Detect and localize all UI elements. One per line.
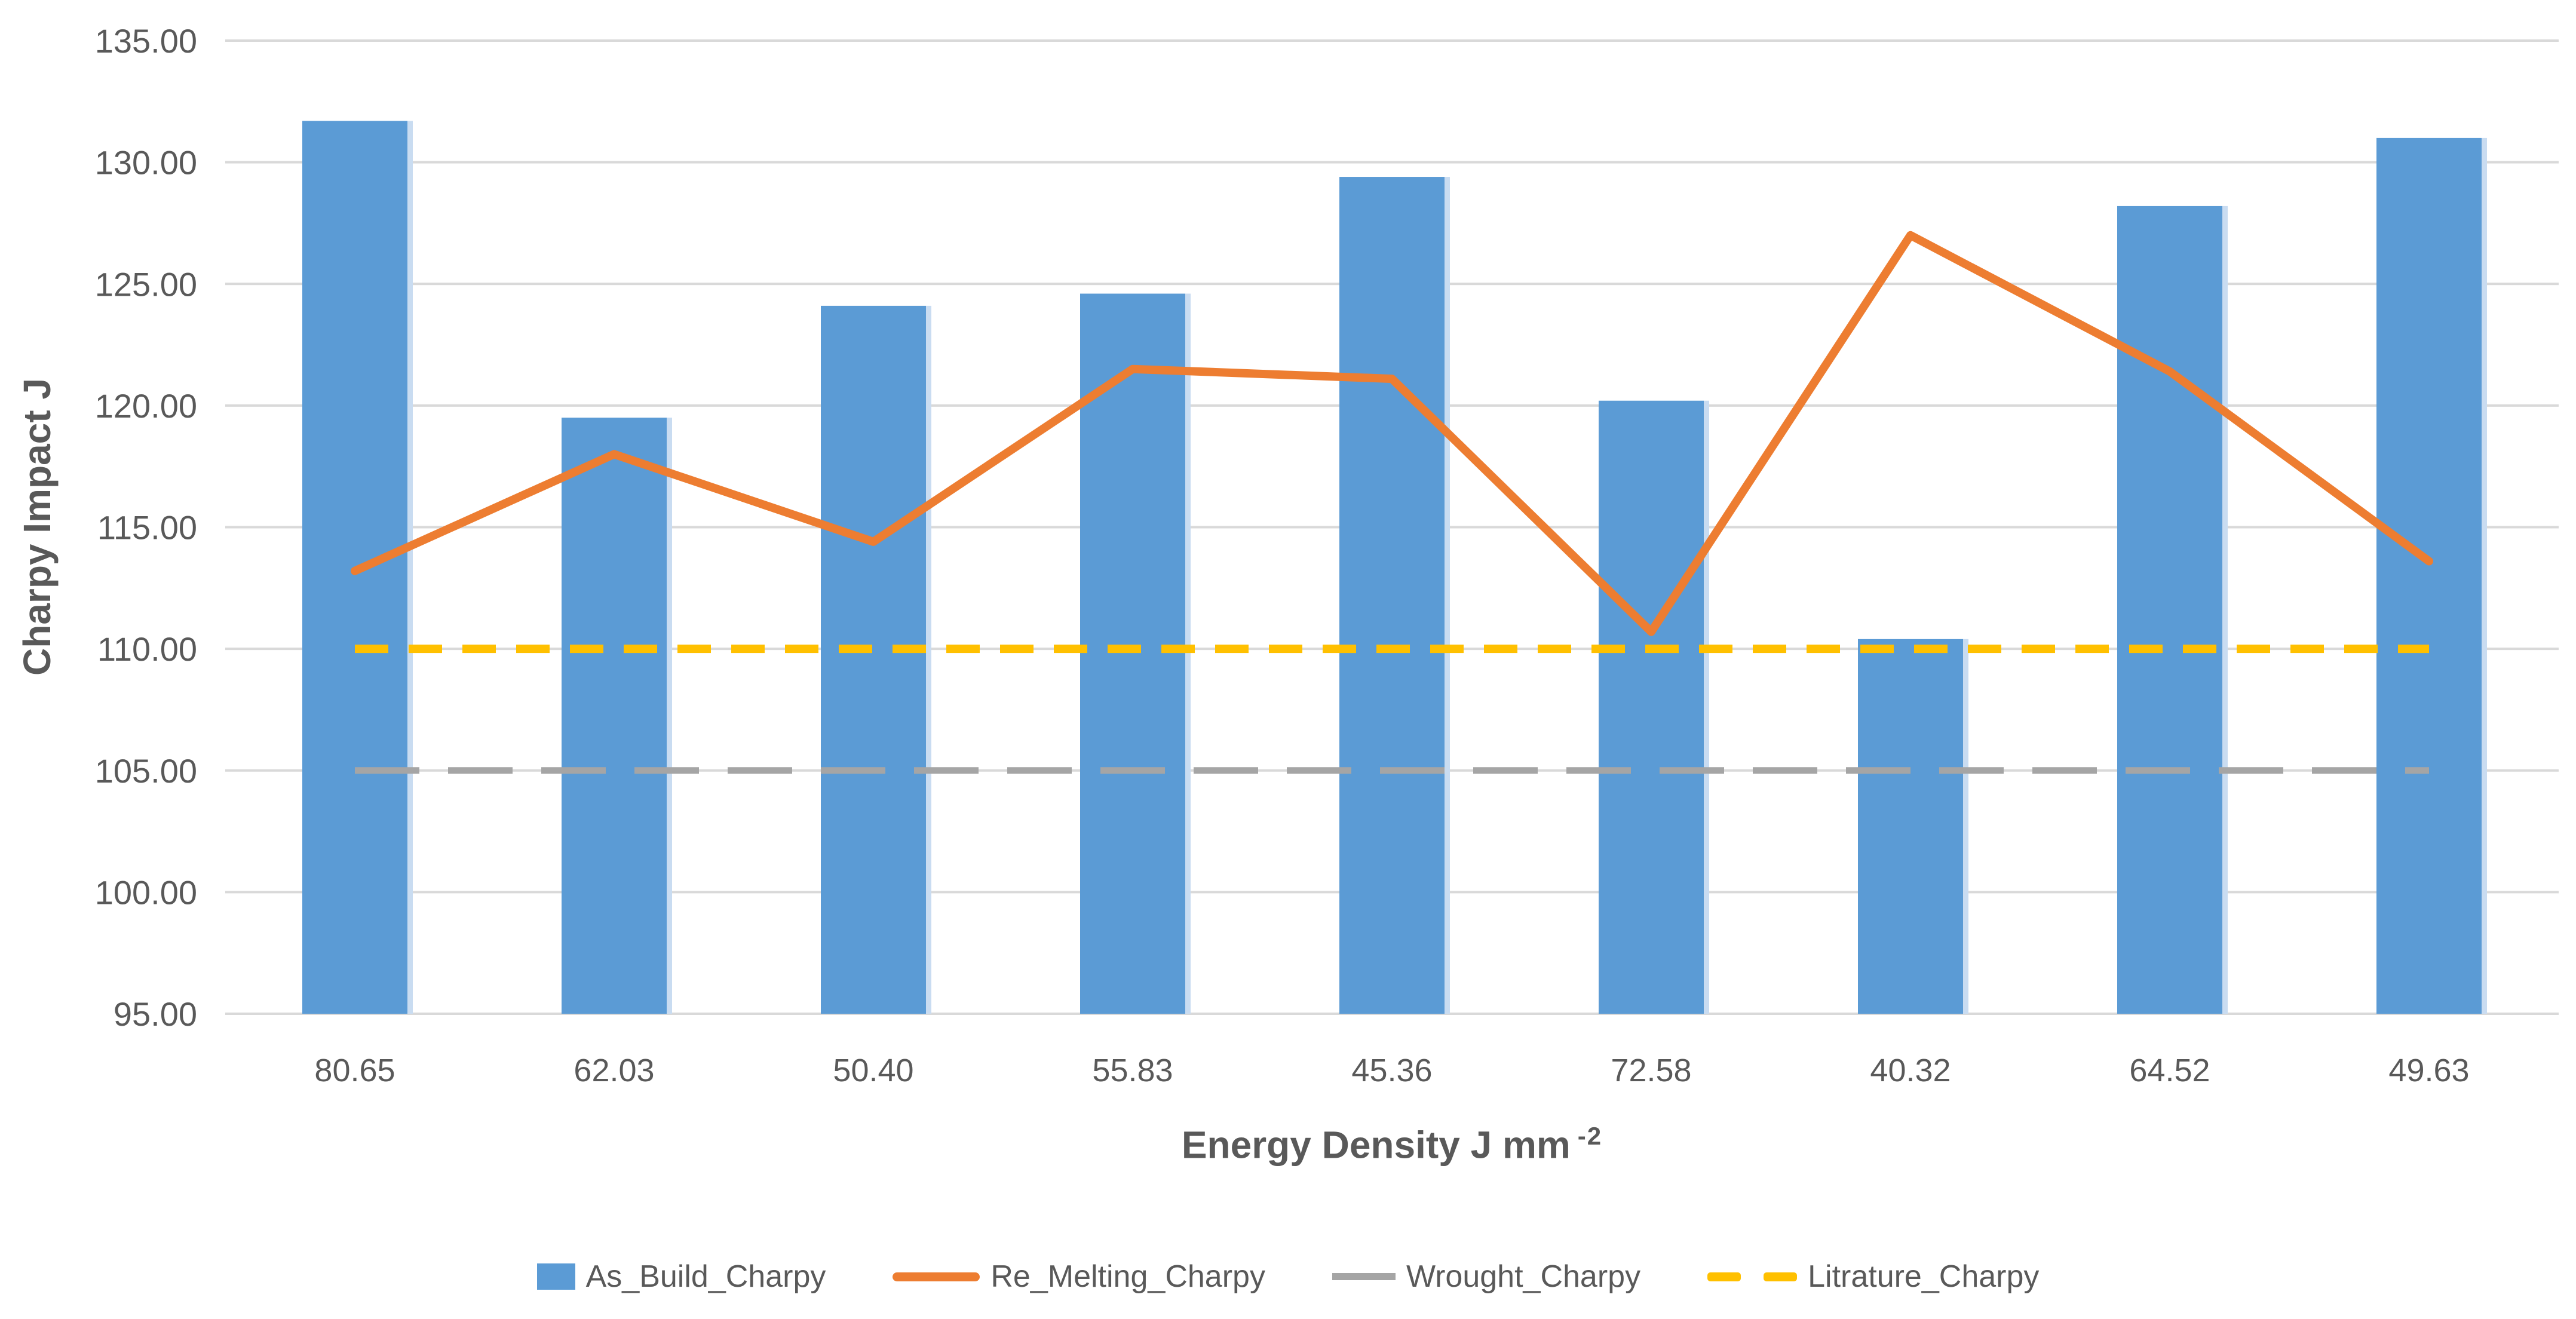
x-tick-label: 72.58 xyxy=(1611,1053,1691,1088)
bar-edge-highlight xyxy=(2482,137,2487,1014)
legend-item-wrought-charpy: Wrought_Charpy xyxy=(1332,1259,1640,1295)
legend-marker-solid-line-icon xyxy=(893,1272,980,1281)
line-series xyxy=(351,231,2433,636)
bar xyxy=(821,305,926,1014)
x-axis-title-text: Energy Density J mm xyxy=(1181,1123,1571,1167)
bar-edge-highlight xyxy=(1704,400,1709,1014)
y-tick-label: 130.00 xyxy=(95,144,197,182)
bar xyxy=(1080,293,1185,1014)
bar-edge-highlight xyxy=(1445,177,1450,1014)
legend-marker-long-dash-icon xyxy=(1332,1273,1396,1280)
y-tick-label: 95.00 xyxy=(114,995,197,1033)
x-tick-label: 49.63 xyxy=(2388,1053,2469,1088)
y-tick-label: 135.00 xyxy=(95,22,197,60)
legend-label-re-melting-charpy: Re_Melting_Charpy xyxy=(990,1259,1265,1294)
y-tick-label: 120.00 xyxy=(95,387,197,425)
y-tick-label: 110.00 xyxy=(97,630,197,668)
bar-edge-highlight xyxy=(667,418,672,1014)
legend-item-as-build-charpy: As_Build_Charpy xyxy=(536,1259,826,1295)
bar xyxy=(1339,177,1445,1014)
y-tick-label: 125.00 xyxy=(95,265,197,303)
y-tick-label: 115.00 xyxy=(97,509,197,547)
x-axis-title-superscript: -2 xyxy=(1577,1122,1603,1150)
x-tick-label: 62.03 xyxy=(574,1053,654,1088)
bar-edge-highlight xyxy=(2222,205,2228,1014)
legend: As_Build_Charpy Re_Melting_Charpy Wrough… xyxy=(0,1244,2576,1309)
legend-marker-bar-icon xyxy=(536,1263,575,1290)
y-tick-label: 100.00 xyxy=(95,873,197,911)
x-axis-title: Energy Density J mm -2 xyxy=(225,1122,2559,1167)
legend-marker-short-dash-icon xyxy=(1707,1272,1798,1281)
legend-item-litrature-charpy: Litrature_Charpy xyxy=(1707,1259,2039,1295)
x-tick-label: 80.65 xyxy=(314,1053,395,1088)
bar-edge-highlight xyxy=(926,305,931,1014)
bar xyxy=(562,418,667,1014)
legend-label-wrought-charpy: Wrought_Charpy xyxy=(1406,1259,1641,1294)
bar xyxy=(1858,639,1963,1014)
x-tick-label: 55.83 xyxy=(1092,1053,1173,1088)
bar-edge-highlight xyxy=(1185,293,1191,1014)
x-tick-label: 45.36 xyxy=(1351,1053,1432,1088)
legend-item-re-melting-charpy: Re_Melting_Charpy xyxy=(893,1259,1265,1295)
bar-edge-highlight xyxy=(407,121,413,1014)
y-tick-label: 105.00 xyxy=(95,752,197,790)
x-tick-label: 64.52 xyxy=(2129,1053,2210,1088)
legend-label-litrature-charpy: Litrature_Charpy xyxy=(1808,1259,2040,1294)
bar xyxy=(1599,400,1704,1014)
x-tick-label: 50.40 xyxy=(833,1053,913,1088)
bar xyxy=(2117,205,2222,1014)
bar-edge-highlight xyxy=(1963,639,1968,1014)
x-tick-label: 40.32 xyxy=(1870,1053,1951,1088)
bar xyxy=(2376,137,2482,1014)
legend-label-as-build-charpy: As_Build_Charpy xyxy=(585,1259,826,1294)
